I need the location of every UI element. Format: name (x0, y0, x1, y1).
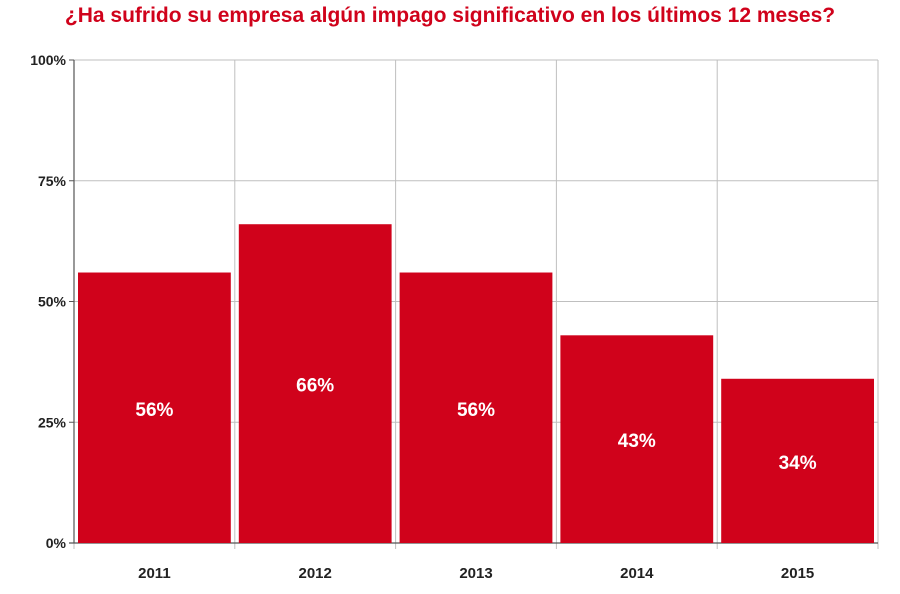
bar-2011[interactable] (78, 272, 231, 543)
bar-2015[interactable] (721, 378, 874, 543)
x-tick-label: 2015 (781, 565, 814, 582)
x-tick-label: 2012 (299, 565, 332, 582)
chart-title: ¿Ha sufrido su empresa algún impago sign… (64, 4, 836, 27)
data-label: 34% (779, 453, 817, 474)
x-tick-label: 2014 (620, 565, 654, 582)
data-label: 56% (457, 400, 495, 421)
bar-2014[interactable] (560, 335, 714, 543)
x-tick-label: 2011 (138, 565, 171, 582)
data-label: 66% (296, 376, 334, 397)
y-tick-label: 25% (38, 414, 67, 430)
x-tick-label: 2013 (459, 565, 492, 582)
y-tick-label: 50% (38, 294, 67, 310)
y-tick-label: 0% (46, 535, 67, 551)
bar-2013[interactable] (399, 272, 553, 543)
y-tick-label: 75% (38, 173, 67, 189)
y-tick-label: 100% (30, 52, 66, 68)
data-label: 56% (135, 400, 173, 421)
data-label: 43% (618, 431, 656, 452)
bar-2012[interactable] (238, 224, 392, 543)
